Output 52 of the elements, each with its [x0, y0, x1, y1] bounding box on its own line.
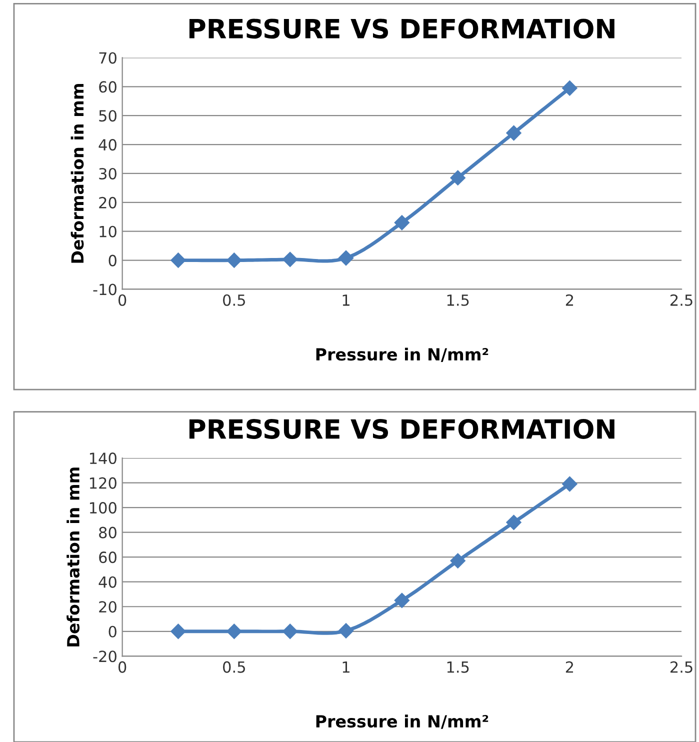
y-tick-label: 140 [90, 452, 116, 464]
y-axis-title: Deformation in mm [70, 84, 84, 263]
y-tick-label: 40 [98, 139, 116, 151]
point [338, 623, 354, 638]
x-tick-label: 1 [342, 661, 350, 673]
x-tick-label: 2.5 [670, 294, 692, 306]
point [506, 125, 522, 141]
y-tick-label: 60 [99, 81, 116, 93]
y-tick-label: -20 [93, 650, 116, 662]
y-tick-label: 60 [99, 552, 116, 564]
y-tick-label: 10 [100, 226, 116, 238]
point [282, 624, 298, 639]
y-tick-label: 80 [99, 526, 116, 538]
point [338, 250, 354, 266]
y-tick-label: 30 [99, 168, 116, 180]
point [450, 170, 466, 186]
y-tick-label: 40 [98, 576, 116, 588]
point [562, 80, 578, 96]
x-tick-label: 0 [118, 661, 126, 673]
y-tick-label: 0 [108, 254, 116, 266]
y-tick-label: 70 [99, 52, 116, 64]
point [170, 624, 186, 639]
y-tick-label: 20 [99, 601, 116, 613]
point [282, 252, 298, 267]
chart-title: PRESSURE VS DEFORMATION [189, 419, 614, 439]
x-tick-label: 1 [342, 294, 350, 306]
point [226, 252, 242, 268]
y-axis-title: Deformation in mm [66, 468, 80, 646]
x-tick-label: 0 [118, 294, 126, 306]
x-tick-label: 2 [566, 661, 574, 673]
x-tick-label: 0.5 [223, 294, 245, 306]
x-tick-label: 0.5 [223, 661, 245, 673]
x-tick-label: 2.5 [670, 661, 692, 673]
point [170, 252, 186, 268]
point [562, 476, 578, 492]
y-tick-label: 100 [90, 502, 116, 514]
y-tick-label: 0 [108, 626, 116, 638]
x-axis-title: Pressure in N/mm² [316, 348, 488, 362]
x-tick-label: 1.5 [447, 661, 469, 673]
point [394, 215, 410, 230]
x-tick-label: 2 [566, 294, 574, 306]
point [506, 514, 522, 530]
point [226, 624, 242, 639]
y-tick-label: 120 [90, 477, 116, 489]
x-tick-label: 1.5 [447, 294, 469, 306]
y-tick-label: 50 [99, 110, 116, 122]
x-axis-title: Pressure in N/mm² [316, 714, 488, 729]
y-tick-label: -10 [93, 284, 116, 296]
y-tick-label: 20 [99, 196, 116, 208]
point [394, 592, 410, 608]
point [450, 553, 466, 568]
chart-title: PRESSURE VS DEFORMATION [189, 18, 614, 39]
